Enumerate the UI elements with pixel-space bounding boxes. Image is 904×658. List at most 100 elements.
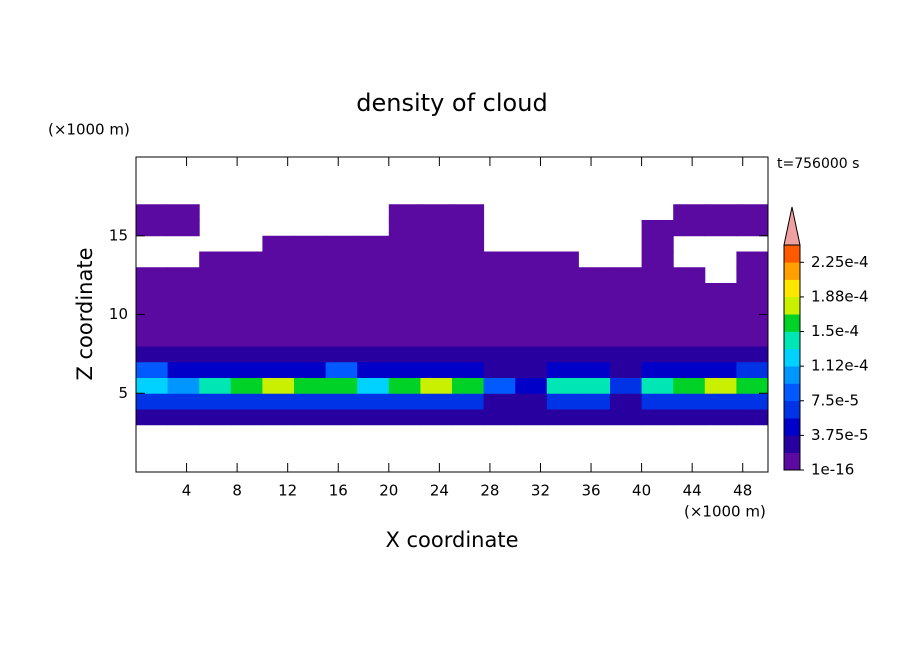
contour-cell — [546, 267, 579, 284]
contour-cell — [578, 283, 611, 300]
contour-cell — [452, 361, 485, 378]
contour-cell — [420, 377, 453, 394]
contour-cell — [262, 314, 295, 331]
contour-cell — [325, 314, 358, 331]
colorbar-extension — [783, 206, 801, 246]
colorbar-tick-label: 1e-16 — [811, 461, 854, 479]
contour-cell — [230, 283, 263, 300]
contour-cell — [420, 361, 453, 378]
contour-cell — [167, 393, 200, 410]
y-tick-label: 5 — [118, 384, 128, 402]
colorbar-bin — [784, 366, 800, 384]
contour-cell — [230, 314, 263, 331]
contour-cell — [262, 393, 295, 410]
contour-cell — [483, 314, 516, 331]
contour-cell — [610, 393, 643, 410]
contour-cell — [388, 283, 421, 300]
contour-cell — [420, 346, 453, 363]
contour-cell — [578, 393, 611, 410]
contour-cell — [262, 361, 295, 378]
contour-cell — [452, 346, 485, 363]
contour-cell — [420, 330, 453, 347]
contour-cell — [641, 298, 674, 315]
contour-cell — [610, 361, 643, 378]
x-tick-label: 40 — [632, 482, 651, 500]
contour-cell — [167, 361, 200, 378]
contour-cell — [452, 298, 485, 315]
contour-cell — [167, 220, 200, 237]
contour-cell — [704, 330, 737, 347]
contour-cell — [452, 330, 485, 347]
contour-cell — [515, 267, 548, 284]
colorbar-bin — [784, 331, 800, 350]
colorbar-tick-label: 1.88e-4 — [811, 287, 869, 305]
contour-cell — [515, 298, 548, 315]
contour-cell — [515, 314, 548, 331]
contour-cell — [641, 361, 674, 378]
contour-cell — [641, 283, 674, 300]
contour-cell — [262, 298, 295, 315]
contour-cell — [736, 314, 769, 331]
contour-cell — [325, 393, 358, 410]
contour-cell — [388, 361, 421, 378]
contour-cell — [483, 409, 516, 426]
contour-cell — [736, 377, 769, 394]
contour-cell — [357, 393, 390, 410]
contour-cell — [262, 251, 295, 268]
contour-cell — [578, 361, 611, 378]
contour-cell — [357, 377, 390, 394]
x-tick-label: 36 — [581, 482, 600, 500]
contour-cell — [452, 204, 485, 221]
contour-cell — [230, 409, 263, 426]
contour-cell — [641, 346, 674, 363]
contour-cell — [641, 393, 674, 410]
contour-cell — [357, 361, 390, 378]
contour-cell — [578, 267, 611, 284]
contour-cell — [388, 409, 421, 426]
contour-cell — [357, 298, 390, 315]
contour-cell — [641, 235, 674, 252]
contour-cell — [199, 377, 232, 394]
contour-cell — [452, 409, 485, 426]
contour-cell — [673, 346, 706, 363]
contour-cell — [483, 393, 516, 410]
contour-cell — [452, 220, 485, 237]
contour-cell — [420, 251, 453, 268]
contour-cell — [167, 409, 200, 426]
contour-cell — [388, 235, 421, 252]
contour-cell — [262, 330, 295, 347]
contour-cell — [136, 346, 169, 363]
contour-cell — [673, 361, 706, 378]
contour-cell — [641, 330, 674, 347]
contour-cell — [515, 409, 548, 426]
contour-cell — [736, 220, 769, 237]
contour-cell — [167, 267, 200, 284]
contour-cell — [515, 283, 548, 300]
x-tick-label: 24 — [430, 482, 449, 500]
contour-cell — [546, 314, 579, 331]
contour-cell — [610, 283, 643, 300]
contour-cell — [136, 409, 169, 426]
contour-cell — [483, 346, 516, 363]
contour-cell — [610, 377, 643, 394]
contour-cell — [262, 267, 295, 284]
contour-cell — [483, 377, 516, 394]
contour-cell — [167, 204, 200, 221]
contour-cell — [515, 393, 548, 410]
x-tick-label: 28 — [480, 482, 499, 500]
contour-cell — [325, 361, 358, 378]
contour-cell — [736, 283, 769, 300]
contour-cell — [230, 393, 263, 410]
y-unit: (×1000 m) — [48, 121, 130, 139]
x-tick-label: 32 — [531, 482, 550, 500]
contour-cell — [357, 330, 390, 347]
contour-cell — [546, 377, 579, 394]
contour-cell — [167, 283, 200, 300]
contour-cell — [325, 346, 358, 363]
contour-cell — [546, 251, 579, 268]
contour-cell — [704, 361, 737, 378]
contour-cell — [199, 393, 232, 410]
contour-cell — [388, 314, 421, 331]
